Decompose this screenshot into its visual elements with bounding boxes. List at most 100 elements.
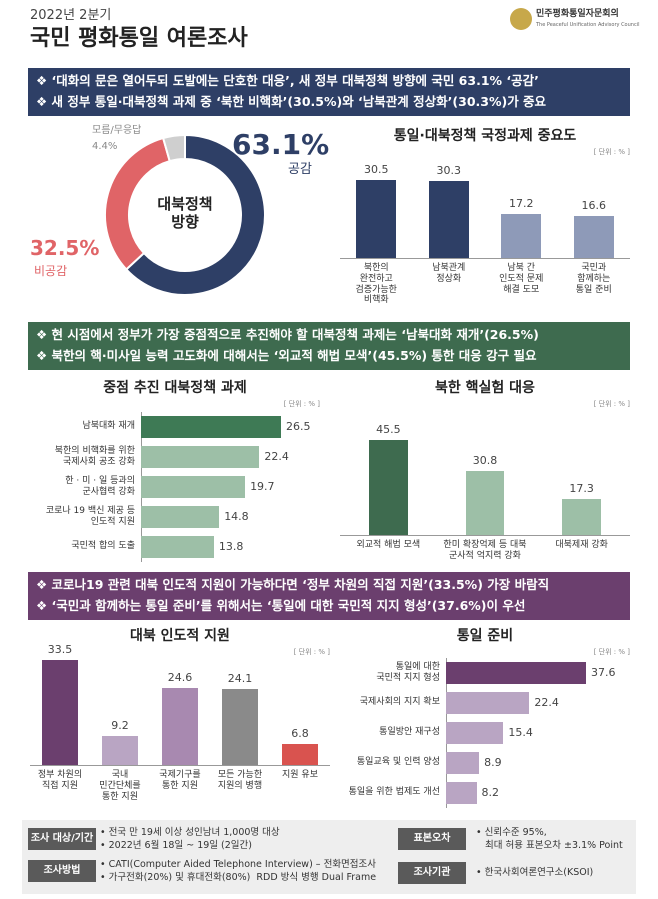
banner-line: ❖ ‘국민과 함께하는 통일 준비’를 위해서는 ‘통일에 대한 국민적 지지 … — [36, 598, 526, 613]
banner-line: ❖ 코로나19 관련 대북 인도적 지원이 가능하다면 ‘정부 차원의 직접 지… — [36, 577, 550, 592]
category-label: 통일교육 및 인력 양성 — [356, 757, 440, 767]
bar — [141, 506, 220, 528]
category-label: 남북관계 정상화 — [432, 263, 466, 284]
period: 2022년 2분기 — [30, 8, 112, 23]
page-title: 국민 평화통일 여론조사 — [30, 26, 248, 51]
baseline — [340, 258, 630, 259]
category-label: 한 · 미 · 일 등과의 군사협력 강화 — [65, 476, 135, 497]
footer-label: 조사방법 — [28, 860, 96, 882]
category-label: 정부 차원의 직접 지원 — [37, 770, 83, 791]
category-label: 공감 — [288, 162, 312, 177]
bar — [428, 180, 469, 258]
bar — [282, 743, 318, 765]
category-label: 북한의 완전하고 검증가능한 비핵화 — [355, 263, 397, 306]
category-label: 대북제재 강화 — [555, 540, 608, 550]
bar — [446, 692, 530, 714]
bar — [162, 687, 198, 765]
footer-label: 표본오차 — [398, 828, 466, 850]
chart-title: 대북 인도적 지원 — [130, 628, 230, 644]
value-label: 33.5 — [47, 643, 73, 656]
bar — [446, 662, 586, 684]
value-label: 30.5 — [364, 163, 389, 176]
category-label: 남북대화 재개 — [82, 421, 135, 431]
banner-line: ❖ 북한의 핵·미사일 능력 고도화에 대해서는 ‘외교적 해법 모색’(45.… — [36, 348, 537, 363]
value-label: 24.1 — [227, 672, 253, 686]
bar — [222, 689, 258, 765]
unit-label: [ 단위 : % ] — [593, 648, 630, 656]
org-name: 민주평화통일자문회의 — [536, 9, 619, 19]
value-label: 30.8 — [472, 453, 498, 467]
value-label: 17.2 — [509, 197, 534, 210]
footer-text: • 2022년 6월 18일 ~ 19일 (2일간) — [100, 840, 252, 851]
footer-label: 조사기관 — [398, 862, 466, 884]
category-label: 모든 가능한 지원의 병행 — [217, 770, 263, 791]
footer-label: 조사 대상/기간 — [28, 828, 96, 850]
footer-text: • CATI(Computer Aided Telephone Intervie… — [100, 859, 377, 870]
value-label: 8.9 — [484, 756, 502, 769]
chart-title: 중점 추진 대북정책 과제 — [103, 380, 247, 396]
unit-label: [ 단위 : % ] — [593, 400, 630, 408]
bar — [356, 180, 397, 258]
category-label: 비공감 — [34, 264, 68, 278]
bar — [141, 536, 214, 558]
value-label: 13.8 — [218, 540, 244, 553]
bar — [573, 215, 614, 258]
bar — [446, 722, 504, 744]
unit-label: [ 단위 : % ] — [283, 400, 320, 408]
bar — [141, 416, 281, 438]
footer-text: • 신뢰수준 95%, — [476, 827, 547, 838]
value-label: 15.4 — [508, 726, 533, 739]
slice — [124, 133, 266, 296]
footer-text: 최대 허용 표본오차 ±3.1% Point — [476, 840, 623, 851]
footer-bg — [22, 820, 636, 894]
banner-line: ❖ ‘대화의 문은 열어두되 도발에는 단호한 대응’, 새 정부 대북정책 방… — [36, 73, 539, 88]
value-label: 32.5% — [30, 236, 100, 260]
value-label: 17.3 — [569, 481, 594, 495]
category-label: 코로나 19 백신 제공 등 인도적 지원 — [45, 506, 135, 527]
category-label: 국민적 합의 도출 — [71, 541, 135, 551]
bar — [446, 782, 477, 804]
value-label: 24.6 — [167, 670, 193, 684]
bar — [446, 752, 480, 774]
footer-text: • 한국사회여론연구소(KSOI) — [476, 867, 594, 878]
category-label: 국제사회의 지지 확보 — [359, 697, 440, 707]
slice — [161, 133, 186, 163]
value-label: 19.7 — [250, 480, 275, 493]
banner-line: ❖ 현 시점에서 정부가 가장 중점적으로 추진해야 할 대북정책 과제는 ‘남… — [36, 327, 539, 342]
bar — [465, 470, 505, 535]
banner — [28, 322, 630, 370]
footer-text: • 전국 만 19세 이상 성인남녀 1,000명 대상 — [100, 827, 280, 838]
bar — [369, 440, 408, 535]
value-label: 22.4 — [264, 450, 289, 463]
bar — [141, 446, 260, 468]
chart-title: 통일·대북정책 국정과제 중요도 — [393, 128, 577, 144]
bar — [42, 660, 78, 765]
chart-title: 통일 준비 — [456, 628, 514, 644]
category-label: 통일에 대한 국민적 지지 형성 — [376, 662, 440, 683]
banner — [28, 68, 630, 116]
chart-title: 북한 핵실험 대응 — [435, 380, 535, 396]
baseline — [30, 765, 330, 766]
category-label: 국내 민간단체를 통한 지원 — [99, 770, 141, 802]
footer-text: • 가구전화(20%) 및 휴대전화(80%) RDD 방식 병행 Dual F… — [100, 872, 377, 883]
unit-label: [ 단위 : % ] — [593, 148, 630, 156]
value-label: 14.8 — [224, 510, 249, 523]
org-name-en: The Peaceful Unification Advisory Counci… — [536, 22, 640, 28]
bar — [562, 498, 601, 535]
value-label: 30.3 — [436, 163, 462, 177]
baseline — [340, 535, 630, 536]
value-label: 45.5 — [376, 423, 401, 436]
logo — [510, 8, 532, 30]
value-label: 6.8 — [291, 726, 309, 740]
category-label: 국민과 함께하는 통일 준비 — [575, 263, 612, 295]
category-label: 통일방안 재구성 — [379, 727, 440, 737]
bar — [141, 476, 246, 498]
bar — [102, 736, 138, 765]
unit-label: [ 단위 : % ] — [293, 648, 330, 656]
category-label: 남북 간 인도적 문제 해결 도모 — [499, 263, 544, 295]
value-label: 37.6 — [591, 666, 616, 679]
value-label: 63.1% — [232, 128, 330, 161]
category-label: 모름/무응답 — [92, 125, 142, 136]
